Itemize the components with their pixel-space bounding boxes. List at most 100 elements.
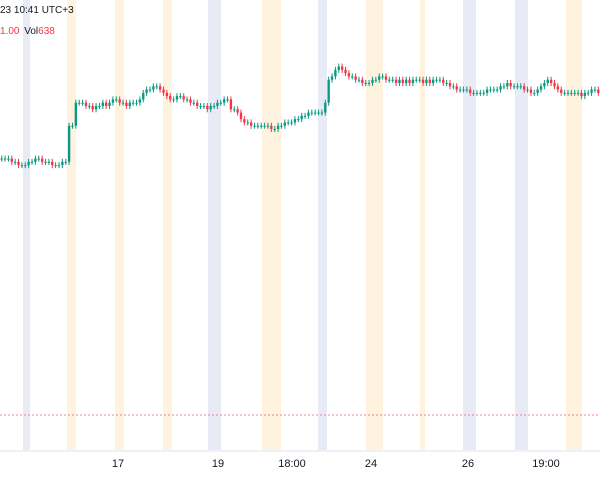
candle-body: [455, 86, 458, 90]
candle-body: [17, 161, 20, 166]
candle-body: [303, 115, 307, 117]
candle-body: [425, 79, 428, 83]
candle-body: [206, 106, 209, 110]
candle-body: [418, 79, 421, 81]
candle-body: [125, 102, 128, 106]
candle-body: [266, 125, 270, 127]
candle-body: [576, 92, 580, 94]
candle-body: [84, 102, 88, 106]
candle-body: [398, 79, 401, 83]
candle-body: [44, 161, 47, 163]
candle-body: [152, 86, 155, 90]
x-axis-tick-label: 26: [462, 458, 474, 470]
candle-body: [105, 102, 108, 106]
candle-body: [138, 99, 142, 103]
candle-body: [169, 96, 172, 100]
candle-body: [196, 102, 199, 106]
candle-body: [334, 69, 337, 77]
candle-body: [293, 119, 297, 123]
candle-body: [40, 158, 44, 162]
candle-body: [256, 125, 260, 127]
candle-body: [357, 79, 361, 81]
session-band: [67, 0, 76, 450]
candle-body: [364, 83, 367, 84]
candle-body: [297, 119, 300, 121]
x-axis-tick-label: 19: [212, 458, 224, 470]
candle-body: [330, 76, 334, 80]
candle-body: [165, 92, 169, 97]
candle-body: [442, 79, 445, 83]
candle-body: [465, 89, 469, 91]
candle-body: [337, 66, 340, 70]
candle-body: [61, 161, 64, 166]
candle-body: [67, 125, 71, 162]
candle-body: [590, 89, 593, 93]
candle-body: [273, 129, 276, 130]
candle-body: [34, 158, 37, 162]
candle-body: [458, 89, 462, 91]
candle-body: [88, 106, 91, 107]
candle-body: [199, 106, 202, 107]
candle-body: [253, 125, 256, 127]
candle-body: [482, 92, 485, 94]
candle-body: [226, 99, 229, 101]
candle-body: [536, 89, 539, 93]
candle-body: [539, 86, 543, 90]
candle-body: [489, 89, 492, 91]
candle-body: [131, 102, 135, 104]
candle-body: [20, 165, 24, 167]
candle-body: [313, 112, 317, 114]
candle-body: [91, 106, 94, 110]
legend-values: 1.00 Vol638: [0, 26, 55, 37]
candle-body: [71, 125, 74, 127]
candle-body: [560, 89, 563, 93]
candle-body: [101, 102, 104, 106]
candle-body: [74, 102, 78, 126]
session-band: [23, 0, 30, 450]
candle-body: [202, 106, 206, 107]
legend-volume-label: Vol: [24, 26, 39, 37]
candle-body: [431, 79, 435, 83]
legend-datetime: 23 10:41 UTC+3: [0, 5, 74, 16]
candle-body: [145, 89, 148, 93]
candle-body: [280, 125, 283, 127]
candle-body: [98, 106, 101, 107]
candle-body: [371, 79, 374, 83]
candle-body: [533, 92, 536, 94]
candle-body: [492, 89, 495, 91]
candle-body: [276, 125, 280, 129]
session-band: [366, 0, 383, 450]
session-band: [262, 0, 281, 450]
candle-body: [475, 92, 479, 94]
session-band: [163, 0, 172, 450]
candle-body: [300, 115, 303, 120]
session-band: [515, 0, 528, 450]
session-band: [208, 0, 221, 450]
candle-body: [529, 89, 533, 93]
candle-body: [283, 122, 287, 126]
candle-body: [421, 79, 425, 83]
candle-body: [189, 99, 192, 103]
candle-body: [391, 79, 394, 81]
candle-body: [192, 102, 195, 104]
candle-body: [435, 79, 438, 81]
candle-body: [408, 79, 411, 83]
candle-body: [563, 92, 566, 94]
x-axis-tick-label: 19:00: [532, 458, 560, 470]
candle-body: [502, 86, 506, 88]
candle-body: [566, 92, 570, 94]
candle-body: [522, 86, 526, 90]
candle-body: [405, 79, 408, 83]
candle-body: [307, 112, 310, 116]
candle-body: [236, 109, 239, 113]
session-band: [566, 0, 582, 450]
candle-body: [243, 119, 246, 123]
candle-body: [30, 161, 34, 163]
candle-body: [249, 122, 253, 126]
candle-body: [317, 112, 320, 114]
candle-body: [549, 79, 553, 83]
candle-body: [148, 89, 152, 91]
candle-body: [135, 102, 138, 104]
candle-body: [175, 96, 179, 100]
